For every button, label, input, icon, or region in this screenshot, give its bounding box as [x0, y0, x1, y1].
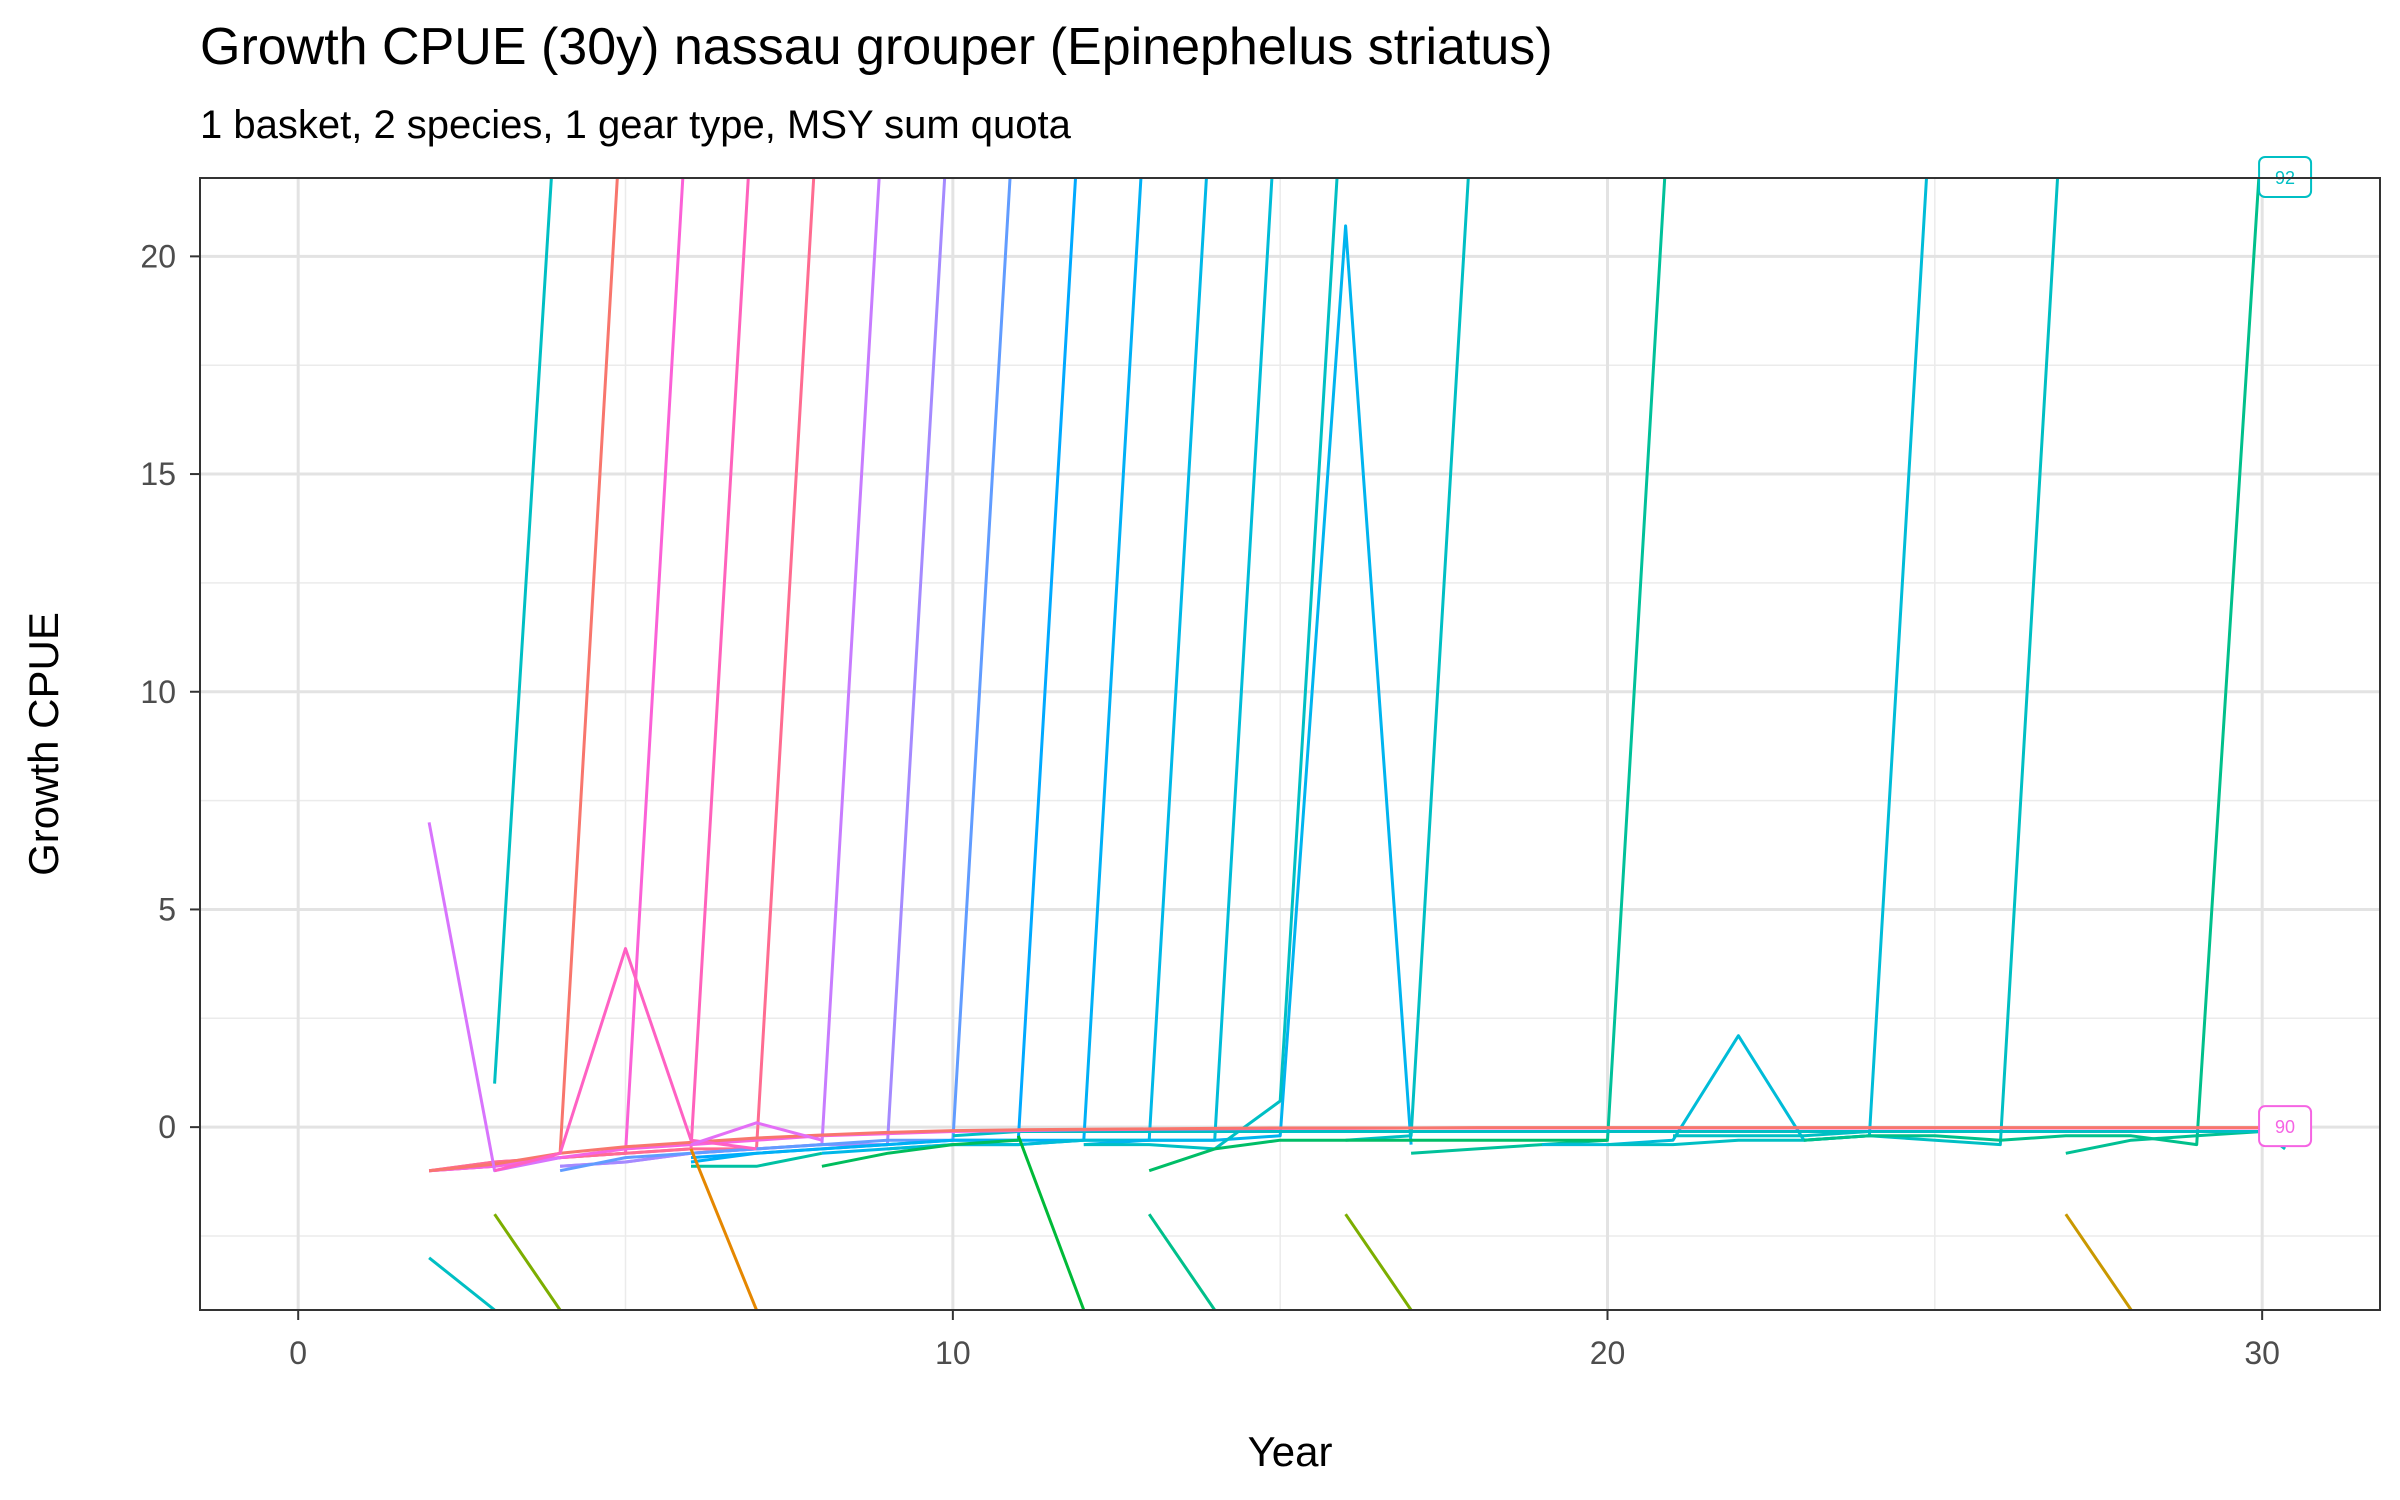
plot-border: [199, 177, 2381, 1311]
x-tick-label: 20: [1590, 1335, 1626, 1371]
series-line-11: [821, 178, 1208, 1155]
series-line-34: [1016, 1135, 1086, 1310]
series-line-14: [1083, 178, 1339, 1151]
end-label-box: [2258, 1105, 2313, 1148]
chart-title: Growth CPUE (30y) nassau grouper (Epinep…: [200, 18, 1553, 76]
series-line-28: [690, 1121, 823, 1147]
series-line-25: [428, 1126, 2263, 1173]
series-line-33: [689, 1148, 758, 1310]
series-line-23: [952, 1130, 2286, 1142]
series-line-32: [493, 1213, 562, 1310]
y-tick-label: 0: [158, 1109, 176, 1145]
series-line-1: [493, 178, 553, 1084]
end-label-text: 90: [2275, 1117, 2295, 1137]
series-line-15: [1345, 178, 1470, 1142]
y-axis-title: Growth CPUE: [20, 612, 67, 876]
series-line-37: [2064, 1213, 2133, 1310]
x-tick-label: 10: [935, 1335, 971, 1371]
series-line-9: [690, 178, 1078, 1160]
series-line-13: [1083, 224, 1413, 1147]
series-line-35: [1147, 1213, 1216, 1310]
series-line-27: [494, 947, 757, 1173]
x-axis-title: Year: [1248, 1428, 1333, 1475]
series-line-26: [427, 822, 561, 1173]
axis-ticks: 0 10 20 30 0 5 10 15 20: [140, 238, 2280, 1371]
chart-subtitle: 1 basket, 2 species, 1 gear type, MSY su…: [200, 103, 1072, 147]
end-label-90: 90: [2258, 1105, 2313, 1148]
series-line-18: [1607, 178, 2060, 1147]
x-tick-label: 0: [289, 1335, 307, 1371]
series-line-12: [887, 178, 1274, 1151]
series-line-20: [1148, 1138, 1608, 1173]
series-lines: [427, 178, 2287, 1310]
series-line-30: [821, 1138, 1019, 1168]
series-line-17: [1542, 178, 1928, 1147]
y-tick-label: 10: [140, 674, 176, 710]
series-line-7: [560, 178, 947, 1168]
y-tick-label: 15: [140, 456, 176, 492]
series-line-36: [1344, 1213, 1413, 1310]
series-line-2: [428, 178, 619, 1173]
y-tick-label: 5: [158, 891, 176, 927]
series-line-3: [428, 178, 685, 1173]
y-tick-label: 20: [140, 238, 176, 274]
x-tick-label: 30: [2244, 1335, 2280, 1371]
series-line-29: [691, 1151, 823, 1168]
series-line-19: [1803, 178, 2261, 1147]
series-line-31: [428, 1256, 496, 1310]
series-line-16: [1410, 178, 1667, 1155]
series-line-21: [2065, 1130, 2263, 1155]
